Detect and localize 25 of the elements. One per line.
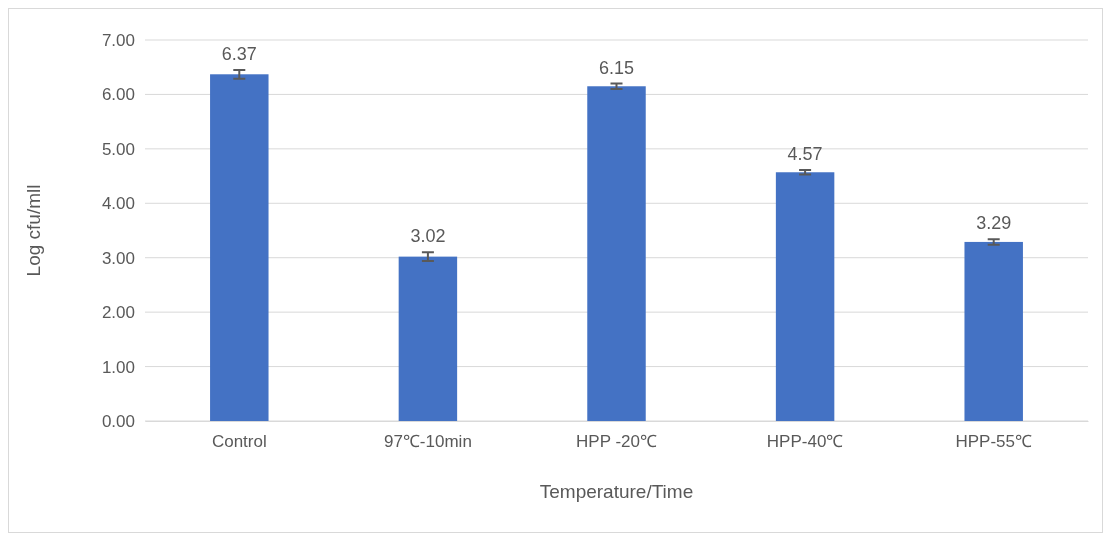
x-tick-label: HPP -20℃ <box>576 432 657 452</box>
y-tick-label: 5.00 <box>101 139 135 159</box>
y-axis-title: Log cfu/mll <box>23 184 44 277</box>
y-tick-label: 1.00 <box>101 357 135 377</box>
data-label: 3.29 <box>976 213 1012 234</box>
y-tick-label: 3.00 <box>101 248 135 268</box>
bar <box>964 241 1023 421</box>
bar <box>587 86 646 421</box>
y-tick-label: 0.00 <box>101 411 135 431</box>
x-tick-label: HPP-55℃ <box>955 432 1032 452</box>
data-label: 4.57 <box>787 144 823 165</box>
x-axis-title: Temperature/Time <box>539 481 694 502</box>
bar <box>398 256 458 421</box>
y-tick-label: 2.00 <box>101 303 135 323</box>
data-label: 3.02 <box>410 226 446 247</box>
y-tick-label: 7.00 <box>101 30 135 50</box>
x-tick-label: Control <box>211 432 267 452</box>
x-tick-label: HPP-40℃ <box>766 432 844 452</box>
y-tick-label: 6.00 <box>101 85 135 105</box>
y-tick-label: 4.00 <box>101 194 135 214</box>
x-tick-label: 97℃-10min <box>383 432 472 452</box>
data-label: 6.37 <box>221 43 257 64</box>
data-label: 6.15 <box>598 57 635 78</box>
bar <box>210 74 269 421</box>
bar <box>775 172 835 421</box>
